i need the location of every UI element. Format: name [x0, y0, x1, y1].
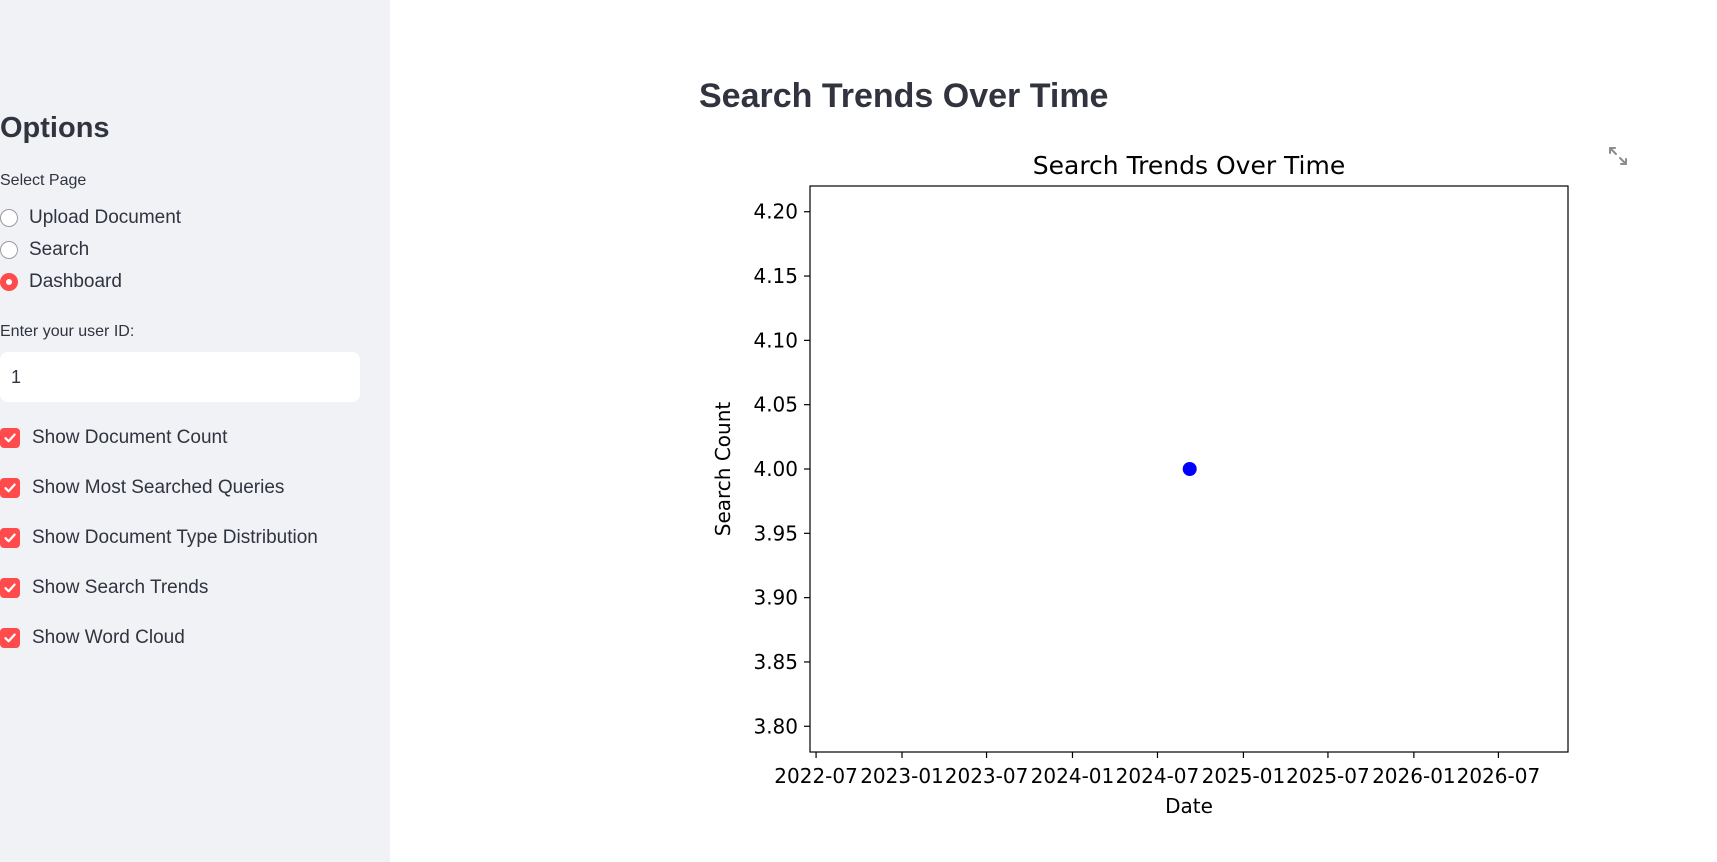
radio-selected-icon[interactable]: [0, 273, 18, 291]
user-id-input[interactable]: [0, 352, 360, 402]
sidebar-heading: Options: [0, 112, 110, 144]
y-tick-label: 3.95: [753, 521, 798, 545]
checkbox-checked-icon[interactable]: [0, 578, 20, 598]
y-tick-label: 3.80: [753, 714, 798, 738]
x-tick-label: 2024-07: [1116, 764, 1200, 788]
page-title: Search Trends Over Time: [699, 77, 1109, 115]
x-tick-label: 2024-01: [1031, 764, 1115, 788]
y-tick-label: 4.05: [753, 393, 798, 417]
checkbox-label: Show Search Trends: [32, 577, 209, 598]
x-tick-label: 2023-07: [945, 764, 1029, 788]
checkbox-show-document-count[interactable]: Show Document Count: [0, 425, 227, 451]
y-tick-label: 4.10: [753, 328, 798, 352]
checkbox-label: Show Most Searched Queries: [32, 477, 285, 498]
x-tick-label: 2022-07: [774, 764, 858, 788]
checkbox-checked-icon[interactable]: [0, 528, 20, 548]
checkbox-checked-icon[interactable]: [0, 628, 20, 648]
y-tick-label: 4.15: [753, 264, 798, 288]
radio-circle-icon[interactable]: [0, 209, 18, 227]
sidebar: Options Select Page Upload Document Sear…: [0, 0, 390, 862]
radio-circle-icon[interactable]: [0, 241, 18, 259]
x-axis-label: Date: [1165, 794, 1213, 818]
radio-option-dashboard[interactable]: Dashboard: [0, 270, 122, 294]
checkbox-checked-icon[interactable]: [0, 478, 20, 498]
checkbox-label: Show Document Count: [32, 427, 228, 448]
search-trends-chart: Search Trends Over Time 3.80 3.85 3.90 3.95 4…: [711, 151, 1569, 818]
radio-label: Upload Document: [29, 207, 182, 228]
checkbox-label: Show Word Cloud: [32, 627, 185, 648]
data-point: [1182, 462, 1197, 476]
radio-label: Dashboard: [29, 271, 122, 292]
x-tick-label: 2025-01: [1202, 764, 1286, 788]
y-tick-label: 3.90: [753, 586, 798, 610]
y-tick-label: 4.20: [753, 200, 798, 224]
expand-icon: [1609, 147, 1627, 165]
x-tick-label: 2026-07: [1457, 764, 1541, 788]
radio-option-upload-document[interactable]: Upload Document: [0, 206, 181, 230]
y-tick-label: 3.85: [753, 650, 798, 674]
checkbox-show-word-cloud[interactable]: Show Word Cloud: [0, 625, 185, 651]
checkbox-checked-icon[interactable]: [0, 428, 20, 448]
user-id-label: Enter your user ID:: [0, 323, 135, 340]
checkbox-show-document-type-distribution[interactable]: Show Document Type Distribution: [0, 525, 318, 551]
radio-option-search[interactable]: Search: [0, 238, 89, 262]
y-axis-label: Search Count: [711, 402, 735, 537]
checkbox-show-most-searched-queries[interactable]: Show Most Searched Queries: [0, 475, 284, 501]
fullscreen-button[interactable]: [1606, 144, 1630, 168]
select-page-label: Select Page: [0, 172, 87, 189]
x-tick-label: 2026-01: [1372, 764, 1456, 788]
y-tick-label: 4.00: [753, 457, 798, 481]
x-tick-label: 2025-07: [1286, 764, 1370, 788]
x-tick-label: 2023-01: [860, 764, 944, 788]
checkbox-label: Show Document Type Distribution: [32, 527, 318, 548]
checkbox-show-search-trends[interactable]: Show Search Trends: [0, 575, 208, 601]
chart-title: Search Trends Over Time: [1033, 151, 1346, 180]
radio-label: Search: [29, 239, 90, 260]
